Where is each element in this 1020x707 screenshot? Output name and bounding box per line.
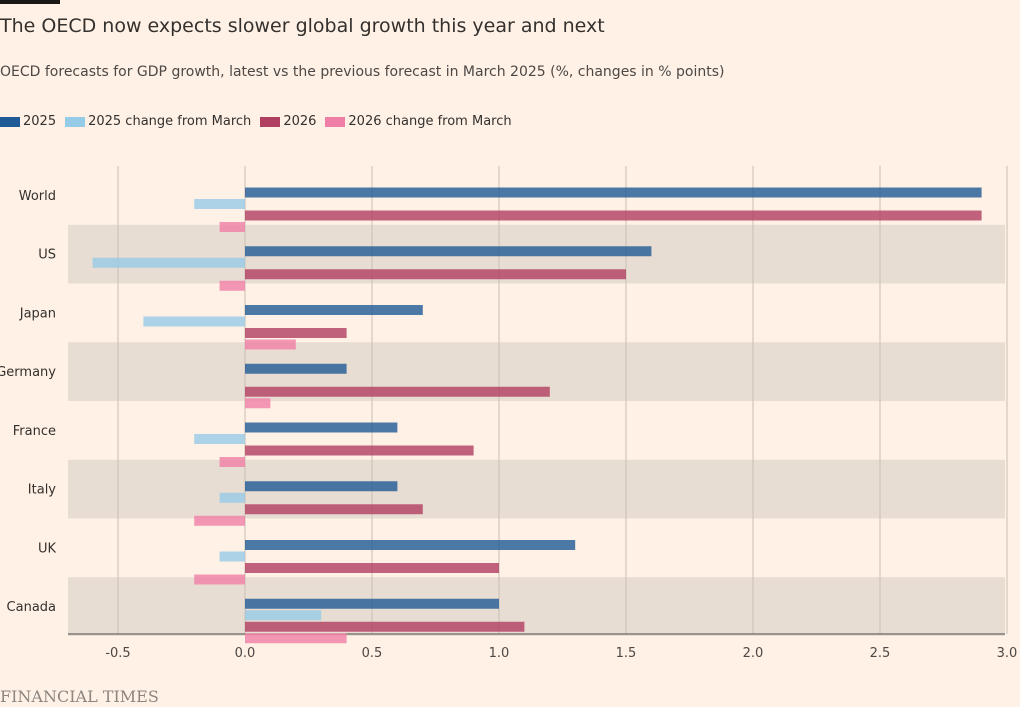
- x-tick-label: 1.5: [616, 646, 637, 661]
- legend-swatch-2026-change: [325, 116, 346, 127]
- bar: [219, 551, 245, 562]
- bar: [245, 363, 347, 374]
- x-tick-label: 0.0: [235, 646, 256, 661]
- x-tick-labels: -0.5 0.0 0.5 1.0 1.5 2.0 2.5 3.0: [105, 646, 1017, 661]
- bar: [245, 328, 347, 338]
- bar: [245, 246, 652, 257]
- bar: [245, 386, 550, 397]
- category-label: UK: [38, 541, 57, 556]
- x-tick-label: 3.0: [997, 646, 1018, 661]
- bar: [245, 610, 322, 621]
- legend-item-2026-change: 2026 change from March: [325, 114, 512, 129]
- category-label: Italy: [28, 483, 57, 498]
- bar: [219, 222, 245, 232]
- chart-title: The OECD now expects slower global growt…: [0, 15, 605, 37]
- bar: [245, 621, 525, 632]
- bar: [245, 504, 423, 515]
- x-tick-label: 2.5: [870, 646, 891, 661]
- bar: [194, 574, 245, 585]
- legend-swatch-2026: [260, 116, 281, 127]
- bar: [245, 598, 499, 609]
- bar: [245, 422, 398, 433]
- bar: [245, 563, 499, 573]
- bar: [219, 457, 245, 467]
- bar: [245, 339, 296, 350]
- chart-subtitle: OECD forecasts for GDP growth, latest vs…: [0, 64, 725, 80]
- bar: [245, 210, 982, 221]
- bar: [143, 316, 245, 327]
- category-label: Japan: [19, 306, 56, 321]
- x-tick-label: -0.5: [105, 646, 130, 661]
- source-credit: FINANCIAL TIMES: [0, 687, 159, 706]
- bar: [194, 515, 245, 526]
- bar: [219, 492, 245, 503]
- bar: [194, 434, 245, 444]
- legend-swatch-2025: [0, 116, 20, 127]
- category-label: US: [38, 248, 56, 263]
- gridlines: [68, 166, 1008, 635]
- bar: [245, 445, 474, 456]
- x-tick-label: 0.5: [362, 646, 383, 661]
- bars: [92, 187, 982, 644]
- x-tick-label: 1.0: [489, 646, 510, 661]
- bar: [245, 398, 271, 409]
- legend-label-2026-change: 2026 change from March: [348, 114, 512, 129]
- category-label: World: [19, 189, 56, 204]
- bar: [245, 633, 347, 644]
- legend-swatch-2025-change: [65, 116, 86, 127]
- bar: [245, 481, 398, 492]
- category-label: France: [13, 424, 56, 439]
- chart-legend: 2025 2025 change from March 2026 2026 ch…: [0, 114, 521, 129]
- legend-label-2026: 2026: [283, 114, 317, 129]
- bar: [92, 257, 245, 268]
- legend-label-2025: 2025: [23, 114, 57, 129]
- bar: [245, 305, 423, 315]
- bar-chart: World US Japan Germany France Italy UK Canada -…: [0, 166, 1017, 661]
- row-bands: [68, 224, 1005, 636]
- row-band: [68, 459, 1005, 519]
- category-labels: World US Japan Germany France Italy UK Canada: [0, 189, 56, 615]
- legend-item-2025: 2025: [0, 114, 56, 129]
- legend-label-2025-change: 2025 change from March: [88, 114, 252, 129]
- legend-item-2026: 2026: [260, 114, 316, 129]
- category-label: Canada: [7, 600, 56, 615]
- bar: [245, 187, 982, 198]
- bar: [245, 269, 626, 280]
- bar: [245, 540, 576, 550]
- bar: [219, 280, 245, 291]
- row-band: [68, 577, 1005, 636]
- x-tick-label: 2.0: [743, 646, 764, 661]
- category-label: Germany: [0, 365, 56, 380]
- legend-item-2025-change: 2025 change from March: [65, 114, 251, 129]
- bar: [194, 199, 245, 209]
- ft-top-bar: [0, 0, 60, 4]
